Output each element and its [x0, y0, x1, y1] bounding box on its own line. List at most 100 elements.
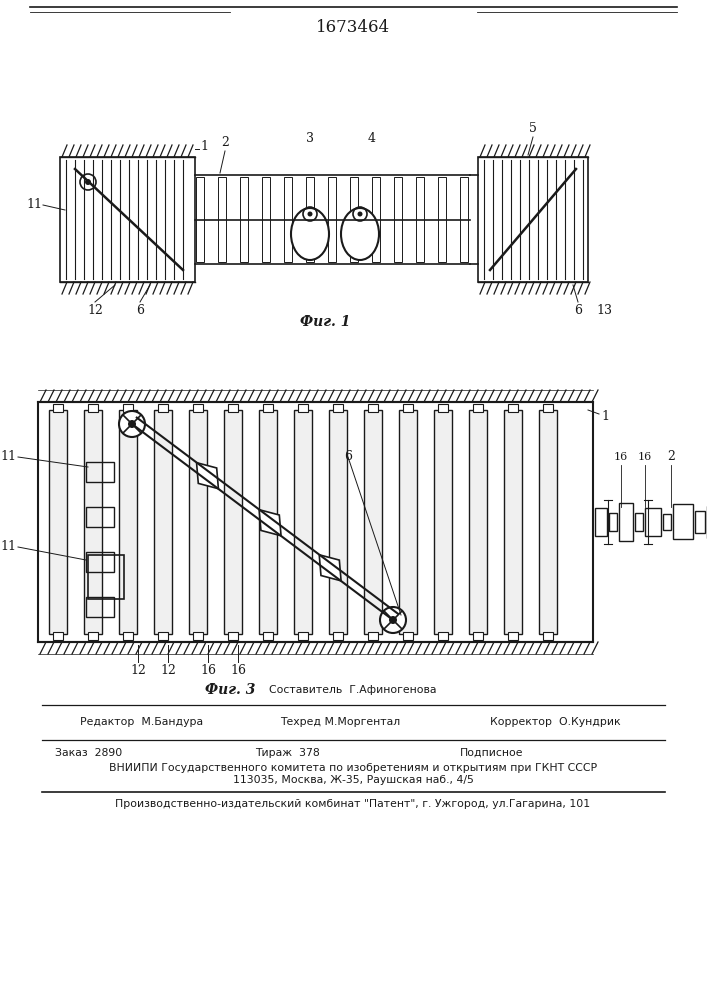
Bar: [123, 632, 133, 640]
Polygon shape: [320, 555, 341, 581]
Text: Фиг. 1: Фиг. 1: [300, 315, 350, 329]
Text: 12: 12: [160, 664, 176, 677]
Bar: [508, 632, 518, 640]
Text: Тираж  378: Тираж 378: [255, 748, 320, 758]
Bar: [368, 404, 378, 412]
Bar: [53, 632, 63, 640]
Bar: [86, 462, 114, 482]
Bar: [53, 404, 63, 412]
Bar: [478, 157, 588, 282]
Bar: [635, 513, 643, 531]
Bar: [403, 404, 413, 412]
Bar: [595, 508, 607, 536]
Bar: [86, 507, 114, 527]
Bar: [333, 404, 343, 412]
Text: 12: 12: [130, 664, 146, 677]
Bar: [86, 597, 114, 617]
Circle shape: [389, 616, 397, 624]
Bar: [473, 404, 483, 412]
Circle shape: [358, 212, 363, 217]
Bar: [364, 410, 382, 634]
Text: Подписное: Подписное: [460, 748, 523, 758]
Bar: [504, 410, 522, 634]
Bar: [298, 632, 308, 640]
Bar: [84, 410, 102, 634]
Circle shape: [85, 179, 91, 185]
Text: 16: 16: [200, 664, 216, 677]
Bar: [368, 632, 378, 640]
Bar: [154, 410, 172, 634]
Bar: [372, 177, 380, 262]
Text: 11: 11: [26, 198, 42, 212]
Bar: [543, 632, 553, 640]
Text: 6: 6: [136, 304, 144, 317]
Bar: [263, 404, 273, 412]
Bar: [460, 177, 468, 262]
Text: Фиг. 3: Фиг. 3: [205, 683, 255, 697]
Text: 6: 6: [574, 304, 582, 317]
Bar: [262, 177, 270, 262]
Bar: [158, 404, 168, 412]
Bar: [228, 404, 238, 412]
Bar: [695, 511, 705, 533]
Bar: [86, 552, 114, 572]
Bar: [438, 404, 448, 412]
Bar: [240, 177, 248, 262]
Bar: [438, 177, 446, 262]
Text: 11: 11: [0, 540, 16, 554]
Bar: [298, 404, 308, 412]
Text: Составитель  Г.Афиногенова: Составитель Г.Афиногенова: [269, 685, 437, 695]
Bar: [228, 632, 238, 640]
Circle shape: [380, 607, 406, 633]
Bar: [263, 632, 273, 640]
Ellipse shape: [341, 208, 379, 260]
Text: 2: 2: [221, 136, 229, 149]
Text: Корректор  О.Кундрик: Корректор О.Кундрик: [490, 717, 621, 727]
Bar: [438, 632, 448, 640]
Text: ВНИИПИ Государственного комитета по изобретениям и открытиям при ГКНТ СССР: ВНИИПИ Государственного комитета по изоб…: [109, 763, 597, 773]
Text: 1: 1: [601, 410, 609, 424]
Bar: [394, 177, 402, 262]
Text: 1: 1: [200, 140, 208, 153]
Text: 5: 5: [529, 122, 537, 135]
Polygon shape: [259, 510, 281, 536]
Text: 12: 12: [87, 304, 103, 317]
Text: Производственно-издательский комбинат "Патент", г. Ужгород, ул.Гагарина, 101: Производственно-издательский комбинат "П…: [115, 799, 590, 809]
Text: 13: 13: [596, 304, 612, 317]
Text: Заказ  2890: Заказ 2890: [55, 748, 122, 758]
Text: Редактор  М.Бандура: Редактор М.Бандура: [80, 717, 203, 727]
Circle shape: [308, 212, 312, 217]
Bar: [119, 410, 137, 634]
Bar: [284, 177, 292, 262]
Bar: [38, 402, 593, 642]
Bar: [88, 555, 124, 599]
Text: Техред М.Моргентал: Техред М.Моргентал: [280, 717, 400, 727]
Bar: [333, 632, 343, 640]
Bar: [329, 410, 347, 634]
Bar: [60, 157, 195, 282]
Bar: [645, 508, 661, 536]
Circle shape: [128, 420, 136, 428]
Text: 16: 16: [614, 452, 628, 462]
Polygon shape: [197, 463, 218, 489]
Bar: [259, 410, 277, 634]
Text: 3: 3: [306, 132, 314, 145]
Bar: [350, 177, 358, 262]
Ellipse shape: [291, 208, 329, 260]
Bar: [543, 404, 553, 412]
Bar: [539, 410, 557, 634]
Bar: [49, 410, 67, 634]
Bar: [473, 632, 483, 640]
Bar: [158, 632, 168, 640]
Text: 2: 2: [667, 450, 675, 464]
Bar: [123, 404, 133, 412]
Bar: [294, 410, 312, 634]
Text: 16: 16: [638, 452, 652, 462]
Text: 11: 11: [0, 450, 16, 464]
Bar: [663, 514, 671, 530]
Bar: [403, 632, 413, 640]
Bar: [673, 504, 693, 539]
Bar: [399, 410, 417, 634]
Text: 113035, Москва, Ж-35, Раушская наб., 4/5: 113035, Москва, Ж-35, Раушская наб., 4/5: [233, 775, 474, 785]
Bar: [196, 177, 204, 262]
